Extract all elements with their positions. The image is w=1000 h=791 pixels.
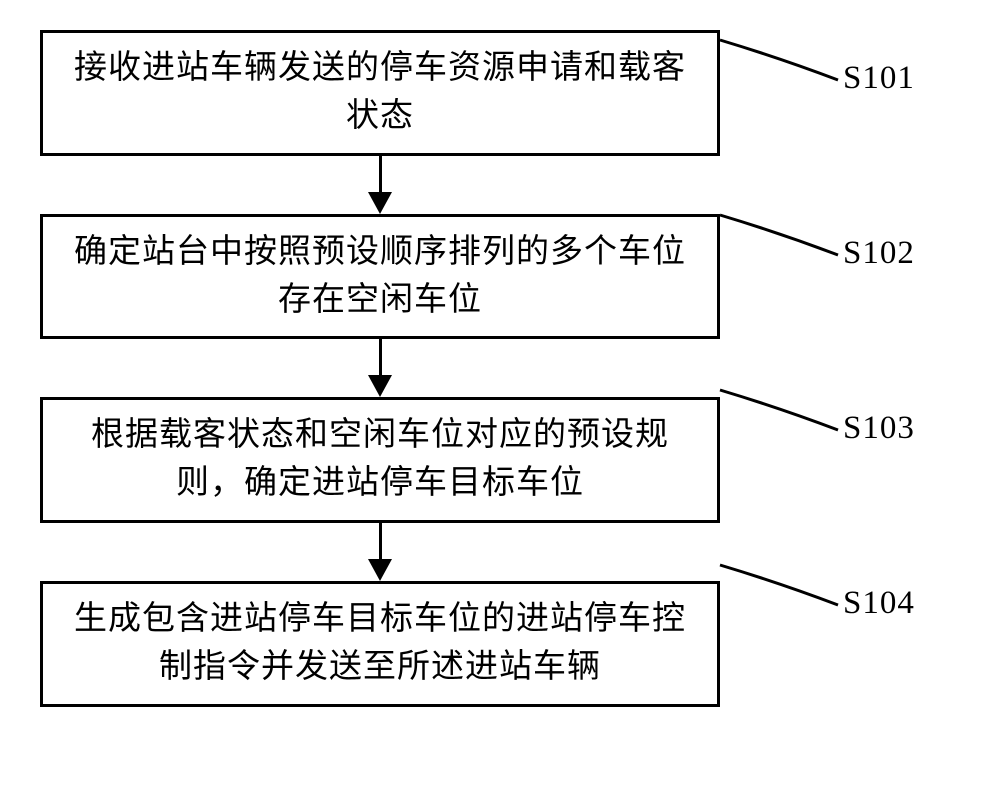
step-row-2: 确定站台中按照预设顺序排列的多个车位存在空闲车位 <box>40 214 960 340</box>
step-label-4: S104 <box>843 585 915 622</box>
arrow-head-2 <box>368 375 392 397</box>
step-box-2: 确定站台中按照预设顺序排列的多个车位存在空闲车位 <box>40 214 720 340</box>
step-box-4: 生成包含进站停车目标车位的进站停车控制指令并发送至所述进站车辆 <box>40 581 720 707</box>
connector-1 <box>40 156 720 214</box>
step-row-3: 根据载客状态和空闲车位对应的预设规则，确定进站停车目标车位 <box>40 397 960 523</box>
arrow-head-3 <box>368 559 392 581</box>
step-row-1: 接收进站车辆发送的停车资源申请和载客状态 <box>40 30 960 156</box>
flowchart-container: 接收进站车辆发送的停车资源申请和载客状态 确定站台中按照预设顺序排列的多个车位存… <box>40 30 960 707</box>
step-label-3: S103 <box>843 410 915 447</box>
connector-line-1 <box>379 156 382 194</box>
connector-line-2 <box>379 339 382 377</box>
step-box-3: 根据载客状态和空闲车位对应的预设规则，确定进站停车目标车位 <box>40 397 720 523</box>
step-text-3: 根据载客状态和空闲车位对应的预设规则，确定进站停车目标车位 <box>63 412 697 508</box>
step-text-1: 接收进站车辆发送的停车资源申请和载客状态 <box>63 45 697 141</box>
connector-2 <box>40 339 720 397</box>
step-row-4: 生成包含进站停车目标车位的进站停车控制指令并发送至所述进站车辆 <box>40 581 960 707</box>
connector-3 <box>40 523 720 581</box>
step-label-1: S101 <box>843 60 915 97</box>
arrow-head-1 <box>368 192 392 214</box>
step-text-2: 确定站台中按照预设顺序排列的多个车位存在空闲车位 <box>63 229 697 325</box>
connector-line-3 <box>379 523 382 561</box>
step-label-2: S102 <box>843 235 915 272</box>
step-text-4: 生成包含进站停车目标车位的进站停车控制指令并发送至所述进站车辆 <box>63 596 697 692</box>
step-box-1: 接收进站车辆发送的停车资源申请和载客状态 <box>40 30 720 156</box>
